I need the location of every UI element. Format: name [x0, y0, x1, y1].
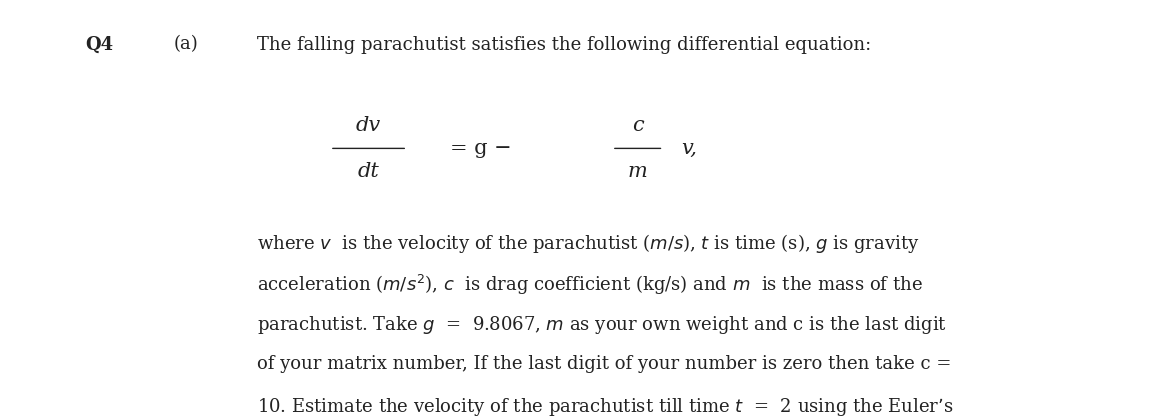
Text: parachutist. Take $g$  =  9.8067, $m$ as your own weight and c is the last digit: parachutist. Take $g$ = 9.8067, $m$ as y… — [257, 314, 948, 336]
Text: (a): (a) — [173, 36, 198, 54]
Text: of your matrix number, If the last digit of your number is zero then take c =: of your matrix number, If the last digit… — [257, 355, 951, 373]
Text: m: m — [628, 162, 647, 181]
Text: where $v$  is the velocity of the parachutist ($m/s$), $t$ is time (s), $g$ is g: where $v$ is the velocity of the parachu… — [257, 232, 920, 255]
Text: dv: dv — [356, 116, 381, 135]
Text: acceleration ($m/s^2$), $c$  is drag coefficient (kg/s) and $m$  is the mass of : acceleration ($m/s^2$), $c$ is drag coef… — [257, 273, 923, 297]
Text: The falling parachutist satisfies the following differential equation:: The falling parachutist satisfies the fo… — [257, 36, 872, 54]
Text: v,: v, — [681, 139, 697, 158]
Text: = g −: = g − — [450, 139, 512, 158]
Text: c: c — [632, 116, 644, 135]
Text: Q4: Q4 — [85, 36, 113, 54]
Text: 10. Estimate the velocity of the parachutist till time $t$  =  2 using the Euler: 10. Estimate the velocity of the parachu… — [257, 396, 954, 418]
Text: dt: dt — [358, 162, 379, 181]
